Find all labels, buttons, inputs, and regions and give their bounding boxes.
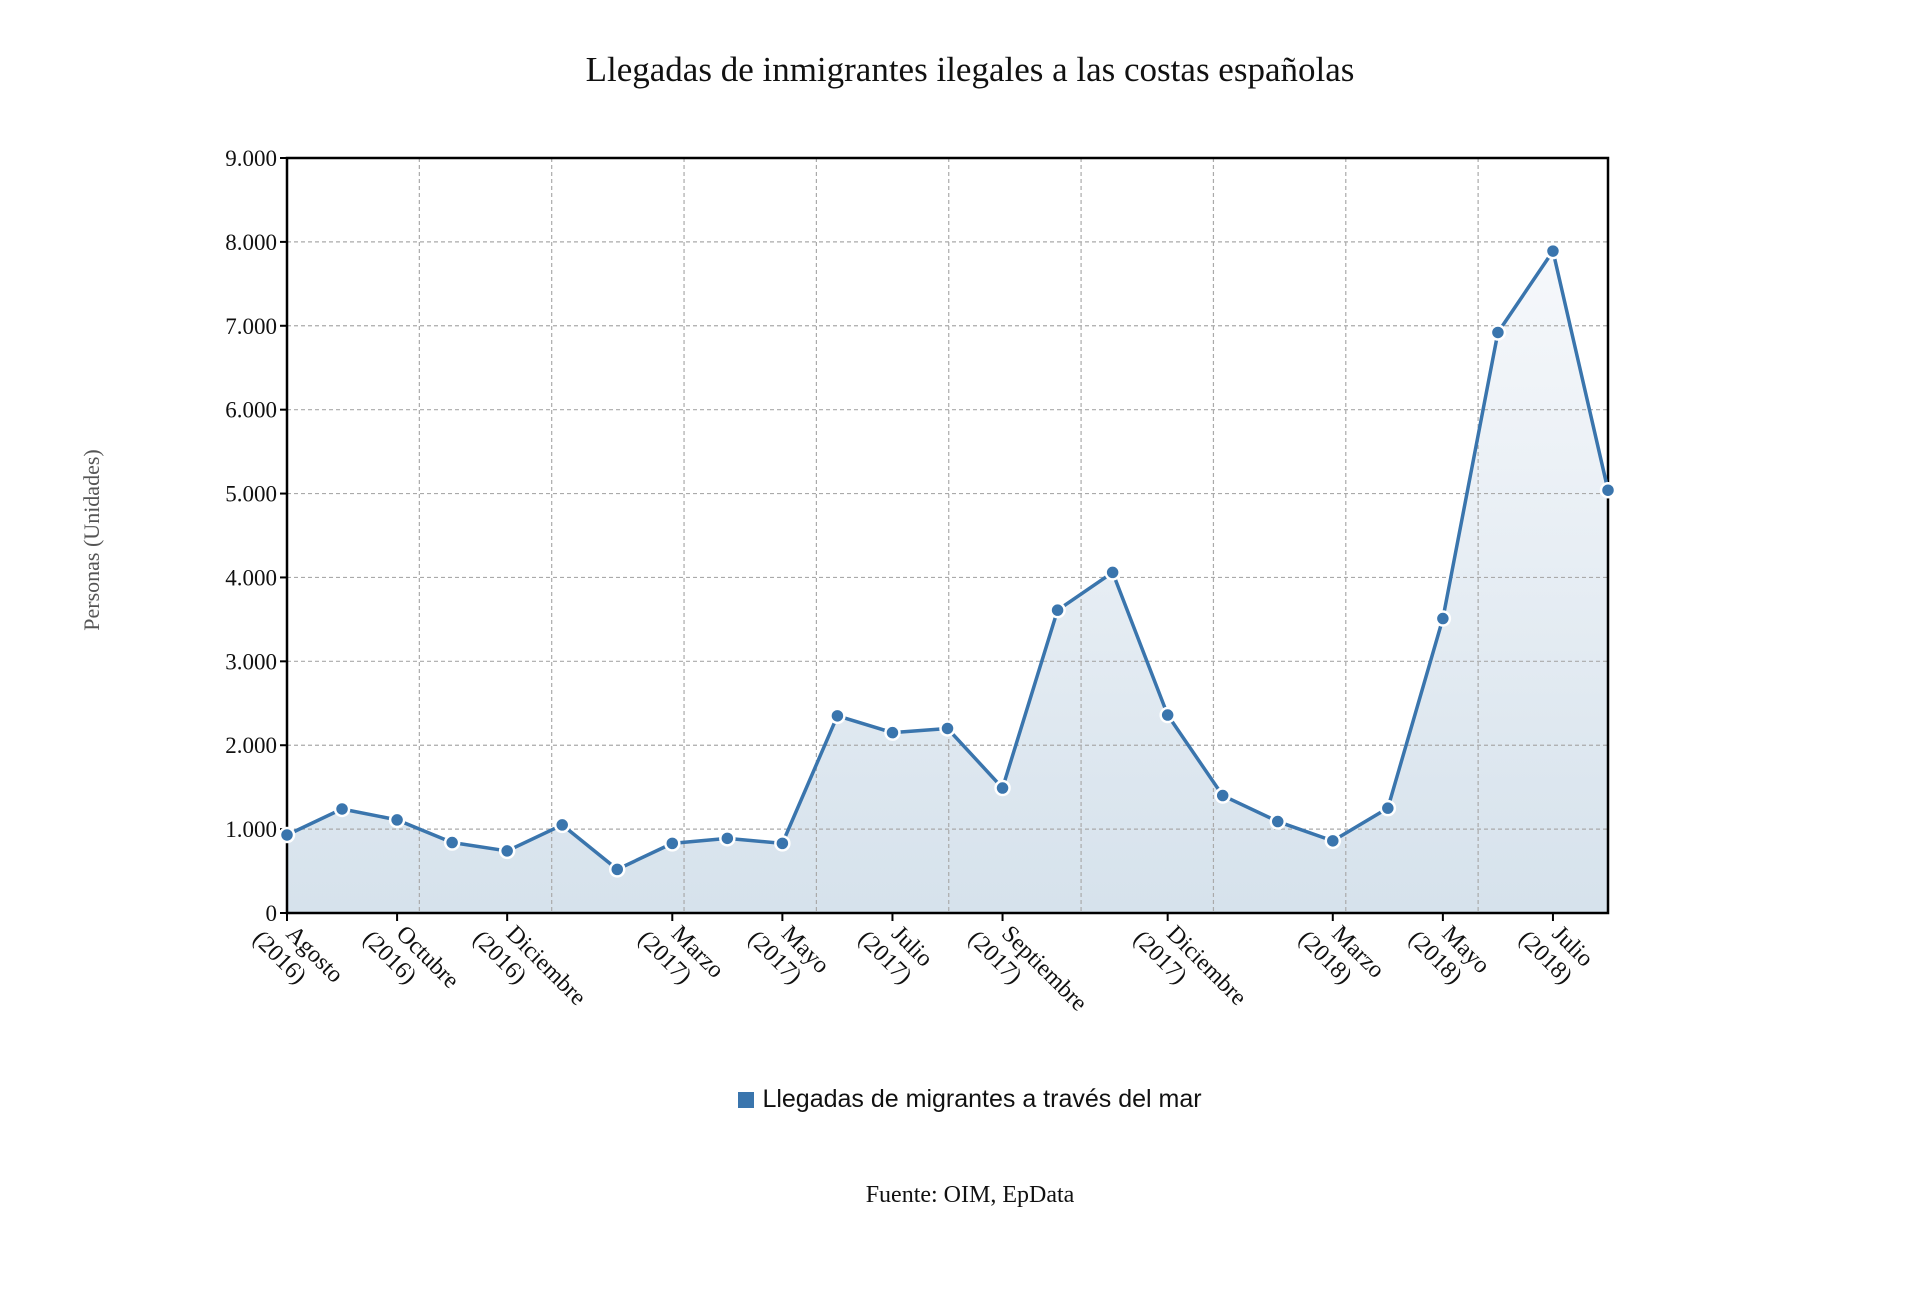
data-point — [719, 830, 736, 847]
y-tick-label: 7.000 — [225, 314, 277, 339]
source-note: Fuente: OIM, EpData — [865, 1182, 1075, 1208]
data-point — [1214, 787, 1231, 804]
x-tick-label: Diciembre(2016) — [468, 907, 591, 1030]
x-tick-label: Marzo(2018) — [1293, 907, 1389, 1003]
legend-swatch — [738, 1092, 755, 1108]
data-point — [609, 861, 626, 878]
y-tick-label: 4.000 — [225, 565, 277, 590]
y-tick-label: 9.000 — [225, 146, 277, 171]
data-point — [278, 826, 296, 844]
chart-title: Llegadas de inmigrantes ilegales a las c… — [585, 50, 1355, 89]
data-point — [939, 720, 956, 737]
data-point — [774, 835, 791, 852]
data-point — [498, 842, 516, 860]
data-point — [443, 834, 461, 851]
data-point — [884, 724, 901, 741]
data-point — [388, 811, 406, 829]
data-point — [1159, 706, 1176, 724]
data-point — [1269, 813, 1286, 830]
data-point — [1599, 481, 1617, 499]
data-point — [1379, 799, 1397, 817]
y-tick-label: 8.000 — [225, 230, 277, 255]
y-tick-label: 6.000 — [225, 398, 277, 423]
plot-frame — [285, 156, 1610, 915]
y-tick-label: 5.000 — [225, 482, 277, 507]
area-fill — [287, 251, 1608, 913]
legend[interactable]: Llegadas de migrantes a través del mar — [0, 1085, 1920, 1114]
x-tick-label: Mayo(2017) — [743, 907, 834, 998]
data-point — [664, 835, 681, 852]
data-point — [1049, 601, 1066, 619]
data-point — [994, 779, 1011, 797]
y-tick-label: 1.000 — [225, 817, 277, 842]
x-tick-label: Marzo(2017) — [633, 907, 729, 1003]
x-tick-label: Octubre(2016) — [358, 907, 464, 1013]
y-tick-label: 0 — [266, 901, 278, 926]
data-point — [829, 707, 846, 725]
x-tick-label: Agosto(2016) — [248, 907, 349, 1008]
data-point — [1434, 610, 1452, 627]
y-tick-label: 3.000 — [225, 649, 277, 674]
x-tick-label: Julio(2018) — [1513, 907, 1598, 992]
x-tick-label: Septiembre(2017) — [963, 907, 1092, 1036]
y-tick-label: 2.000 — [225, 733, 277, 758]
data-point — [1489, 324, 1507, 341]
x-tick-label: Julio(2017) — [853, 907, 938, 992]
x-tick-label: Diciembre(2017) — [1128, 907, 1251, 1030]
x-tick-label: Mayo(2018) — [1403, 907, 1494, 998]
legend-label: Llegadas de migrantes a través del mar — [762, 1085, 1202, 1113]
data-point — [553, 816, 571, 834]
data-point — [333, 800, 351, 818]
data-point — [1544, 242, 1562, 260]
data-point — [1324, 832, 1342, 850]
data-point — [1104, 564, 1121, 581]
